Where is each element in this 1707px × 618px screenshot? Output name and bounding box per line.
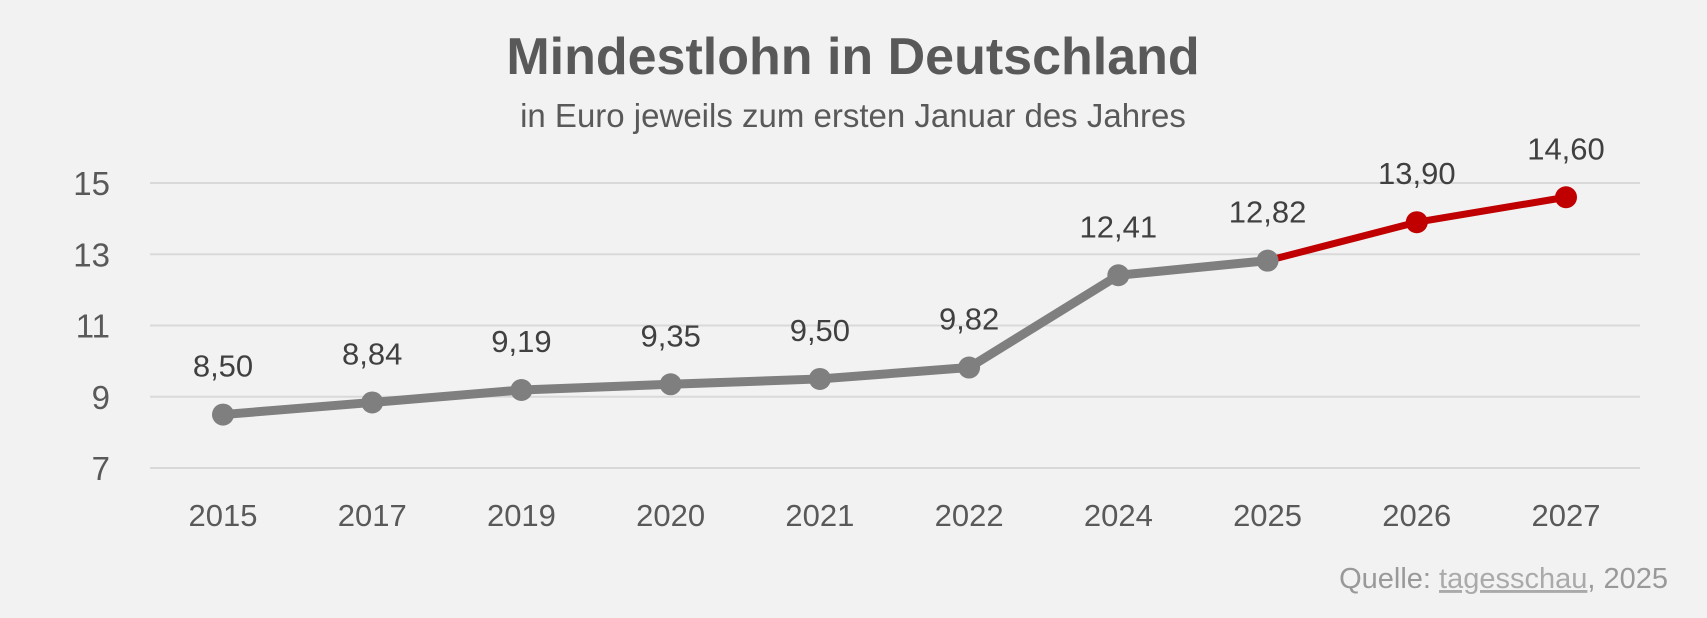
x-tick-label: 2026 xyxy=(1382,498,1451,533)
y-tick-label: 11 xyxy=(76,308,110,345)
y-tick-label: 15 xyxy=(73,165,110,202)
data-label: 8,50 xyxy=(193,349,253,384)
x-axis: 2015 2017 2019 2020 2021 2022 2024 2025 2026 2027 xyxy=(189,498,1601,533)
data-label: 8,84 xyxy=(342,336,402,371)
data-label: 12,82 xyxy=(1229,195,1307,230)
source-link[interactable]: tagesschau xyxy=(1439,563,1587,595)
x-tick-label: 2025 xyxy=(1233,498,1302,533)
data-point xyxy=(1107,264,1130,287)
data-point xyxy=(1256,249,1279,272)
source-note: Quelle: tagesschau, 2025 xyxy=(1339,563,1668,595)
x-tick-label: 2024 xyxy=(1084,498,1153,533)
x-tick-label: 2015 xyxy=(189,498,258,533)
data-label: 9,82 xyxy=(939,302,999,337)
data-label: 14,60 xyxy=(1527,131,1605,166)
y-tick-label: 9 xyxy=(92,379,110,416)
x-tick-label: 2019 xyxy=(487,498,556,533)
x-tick-label: 2017 xyxy=(338,498,407,533)
data-point xyxy=(361,391,384,414)
x-tick-label: 2022 xyxy=(935,498,1004,533)
series-points xyxy=(212,186,1577,426)
data-point xyxy=(510,378,533,401)
data-point xyxy=(659,373,682,396)
data-labels: 8,50 8,84 9,19 9,35 9,50 9,82 12,41 12,82 13,90 1… xyxy=(193,131,1605,383)
source-suffix: , 2025 xyxy=(1587,563,1668,595)
data-point xyxy=(212,403,234,426)
series-lines xyxy=(218,193,1570,420)
data-point xyxy=(958,356,981,379)
x-tick-label: 2027 xyxy=(1532,498,1601,533)
x-tick-label: 2021 xyxy=(785,498,854,533)
data-label: 13,90 xyxy=(1378,156,1456,191)
y-tick-label: 7 xyxy=(92,450,110,487)
data-label: 9,19 xyxy=(491,324,551,359)
data-label: 9,35 xyxy=(640,318,700,353)
data-point xyxy=(1555,186,1577,209)
chart-title: Mindestlohn in Deutschland xyxy=(506,28,1199,86)
data-label: 9,50 xyxy=(790,313,850,348)
data-point xyxy=(1405,211,1428,234)
data-label: 12,41 xyxy=(1080,209,1158,244)
y-axis: 7 9 11 13 15 xyxy=(73,165,110,487)
source-prefix: Quelle: xyxy=(1339,563,1439,595)
x-tick-label: 2020 xyxy=(636,498,705,533)
chart-subtitle: in Euro jeweils zum ersten Januar des Ja… xyxy=(520,97,1186,134)
y-tick-label: 13 xyxy=(73,236,110,273)
data-point xyxy=(808,367,831,390)
series-line-actual xyxy=(218,256,1273,420)
